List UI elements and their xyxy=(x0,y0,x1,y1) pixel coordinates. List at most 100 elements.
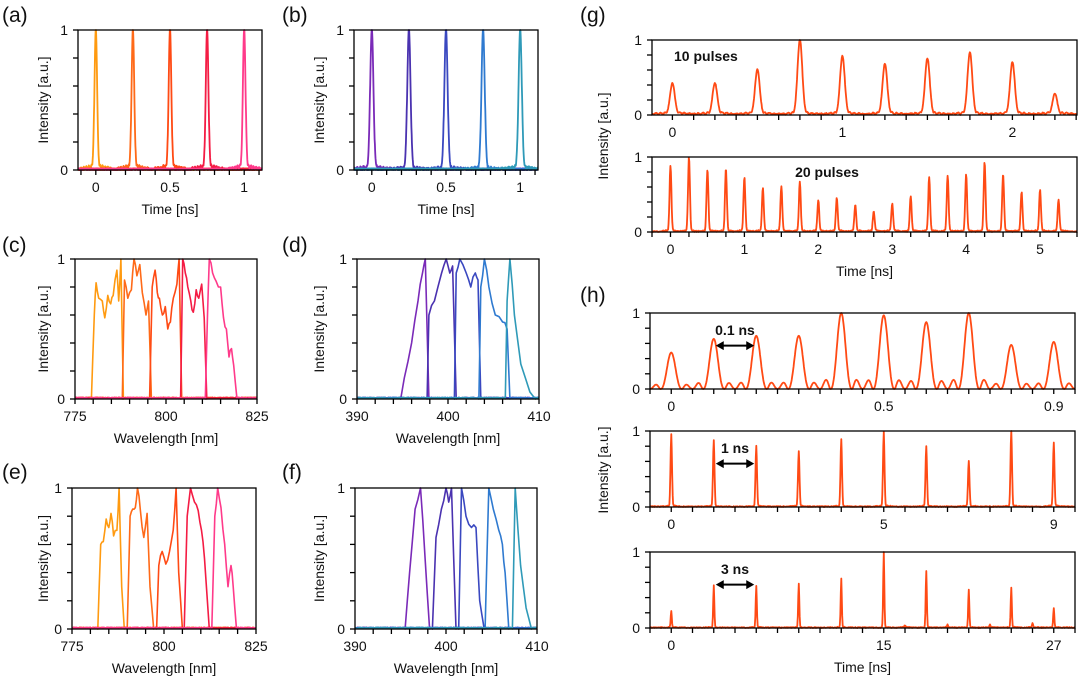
plot-area xyxy=(650,312,1075,390)
arrow-head-right xyxy=(746,580,755,590)
y-tick-label: 1 xyxy=(336,22,344,38)
y-tick-label: 1 xyxy=(54,480,62,496)
x-tick-label: 0 xyxy=(669,124,677,140)
x-axis-label: Time [ns] xyxy=(141,201,198,217)
annotation-label: 10 pulses xyxy=(674,48,738,64)
y-tick-label: 1 xyxy=(632,544,640,560)
plot-frame xyxy=(354,487,538,630)
x-axis-label: Wavelength [nm] xyxy=(112,660,217,676)
x-tick-label: 825 xyxy=(244,638,268,654)
x-tick-label: 0 xyxy=(92,179,100,195)
shared-y-axis-label: Intensity [a.u.] xyxy=(595,92,611,179)
y-axis-label: Intensity [a.u.] xyxy=(35,285,51,372)
x-axis-label: Wavelength [nm] xyxy=(394,660,499,676)
y-tick-label: 0 xyxy=(634,107,642,123)
series-line-spectrum-3 xyxy=(355,487,537,630)
x-tick-label: 800 xyxy=(152,638,176,654)
x-tick-label: 3 xyxy=(888,241,896,257)
x-tick-label: 0 xyxy=(667,398,675,414)
x-axis-label: Time [ns] xyxy=(836,263,893,279)
x-tick-label: 390 xyxy=(343,638,367,654)
x-axis-label: Wavelength [nm] xyxy=(114,430,219,446)
y-axis-label: Intensity [a.u.] xyxy=(311,56,327,143)
panel-label: (a) xyxy=(2,4,28,27)
arrow-head-right xyxy=(746,341,755,351)
plot-frame xyxy=(353,29,539,171)
series-line-spectrum-4 xyxy=(75,258,257,400)
series-line-pulse-1 xyxy=(354,29,538,171)
x-tick-label: 1 xyxy=(839,124,847,140)
x-tick-label: 775 xyxy=(63,408,87,424)
annotation-label: 3 ns xyxy=(721,561,749,577)
x-tick-label: 0.5 xyxy=(436,179,456,195)
panel-f: (f) 390 400 410 0 1 Wavelength [nm] Intensity [… xyxy=(282,461,549,676)
series-line-pulse-4 xyxy=(354,29,538,171)
panel-g1: (g) 0 1 2 0 1 10 pulses xyxy=(580,4,1078,140)
series-line-pulse-train xyxy=(652,156,1077,233)
panel-label: (h) xyxy=(580,284,606,307)
y-tick-label: 1 xyxy=(632,305,640,321)
series-line-spectrum-2 xyxy=(355,487,537,630)
plot-area xyxy=(652,156,1077,233)
plot-area xyxy=(650,430,1075,508)
x-tick-label: 0.9 xyxy=(1044,398,1064,414)
y-tick-label: 1 xyxy=(337,480,345,496)
x-tick-label: 410 xyxy=(527,408,551,424)
x-tick-label: 400 xyxy=(434,638,458,654)
plot-frame xyxy=(649,312,1076,390)
plot-area xyxy=(652,39,1077,116)
series-line-spectrum-4 xyxy=(355,487,537,630)
x-axis-label: Time [ns] xyxy=(417,201,474,217)
plot-area xyxy=(650,551,1075,629)
x-tick-label: 1 xyxy=(516,179,524,195)
panel-a: (a) 0 0.5 1 0 1 Time [ns] Intensity [a.u.] xyxy=(2,4,263,217)
series-line-spectrum-5 xyxy=(357,258,539,400)
series-line-spectrum-1 xyxy=(75,258,257,400)
plot-area xyxy=(354,29,538,171)
panel-label: (g) xyxy=(580,4,606,27)
series-line-pulse-train xyxy=(650,430,1075,508)
panel-label: (c) xyxy=(2,234,27,257)
x-tick-label: 2 xyxy=(814,241,822,257)
y-tick-label: 0 xyxy=(337,621,345,637)
panel-h2: 0 5 9 0 1 1 ns xyxy=(632,423,1076,532)
plot-area xyxy=(72,487,256,630)
series-line-pulse-train xyxy=(650,312,1075,390)
y-tick-label: 0 xyxy=(632,499,640,515)
series-line-spectrum-5 xyxy=(72,487,256,630)
y-tick-label: 1 xyxy=(60,22,68,38)
arrow-head-left xyxy=(715,341,724,351)
plot-frame xyxy=(74,258,258,400)
arrow-head-left xyxy=(715,580,724,590)
panel-d: (d) 390 400 410 0 1 Wavelength [nm] Intensity [… xyxy=(282,234,551,446)
series-line-pulse-train xyxy=(652,39,1077,116)
y-tick-label: 0 xyxy=(57,391,65,407)
x-tick-label: 400 xyxy=(436,408,460,424)
panel-label: (f) xyxy=(282,461,302,484)
series-line-spectrum-5 xyxy=(355,487,537,630)
panel-e: (e) 775 800 825 0 1 Wavelength [nm] Intensity [… xyxy=(2,461,268,676)
x-tick-label: 825 xyxy=(245,408,269,424)
x-tick-label: 1 xyxy=(740,241,748,257)
annotation-label: 1 ns xyxy=(721,440,749,456)
x-tick-label: 5 xyxy=(1036,241,1044,257)
panel-label: (d) xyxy=(282,234,308,257)
y-tick-label: 1 xyxy=(339,251,347,267)
annotation-label: 20 pulses xyxy=(795,164,859,180)
annotation-label: 0.1 ns xyxy=(715,322,755,338)
series-line-pulse-3 xyxy=(354,29,538,171)
plot-frame xyxy=(651,156,1078,233)
panel-label: (b) xyxy=(282,4,308,27)
x-tick-label: 0 xyxy=(667,637,675,653)
series-line-pulse-2 xyxy=(354,29,538,171)
x-tick-label: 1 xyxy=(240,179,248,195)
series-line-spectrum-5 xyxy=(75,258,257,400)
y-tick-label: 0 xyxy=(632,381,640,397)
x-tick-label: 4 xyxy=(962,241,970,257)
x-tick-label: 800 xyxy=(154,408,178,424)
y-tick-label: 0 xyxy=(336,162,344,178)
y-tick-label: 0 xyxy=(54,621,62,637)
y-axis-label: Intensity [a.u.] xyxy=(311,515,327,602)
y-tick-label: 0 xyxy=(60,162,68,178)
